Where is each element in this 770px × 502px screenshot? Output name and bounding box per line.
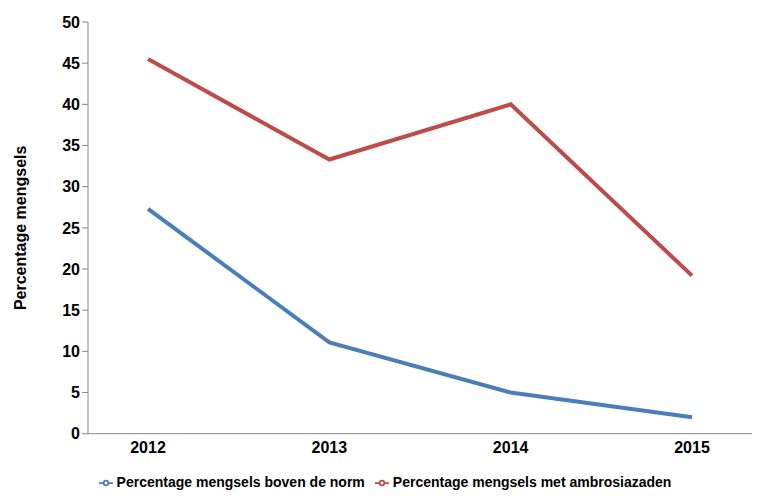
svg-text:25: 25 <box>62 220 80 237</box>
svg-text:Percentage mengsels: Percentage mengsels <box>12 145 29 310</box>
svg-text:2014: 2014 <box>493 439 529 456</box>
html-text:Percentage mengsels met ambros: Percentage mengsels met ambrosiazaden <box>392 473 672 490</box>
svg-text:35: 35 <box>62 137 80 154</box>
svg-text:30: 30 <box>62 178 80 195</box>
svg-text:45: 45 <box>62 55 80 72</box>
svg-text:15: 15 <box>62 302 80 319</box>
svg-text:2012: 2012 <box>130 439 166 456</box>
svg-text:2015: 2015 <box>674 439 710 456</box>
svg-text:10: 10 <box>62 343 80 360</box>
html-text:Percentage mengsels boven de n: Percentage mengsels boven de norm <box>116 473 365 490</box>
svg-text:20: 20 <box>62 261 80 278</box>
svg-text:2013: 2013 <box>312 439 348 456</box>
svg-text:50: 50 <box>62 14 80 31</box>
svg-text:5: 5 <box>71 384 80 401</box>
svg-text:0: 0 <box>71 425 80 442</box>
svg-text:40: 40 <box>62 96 80 113</box>
